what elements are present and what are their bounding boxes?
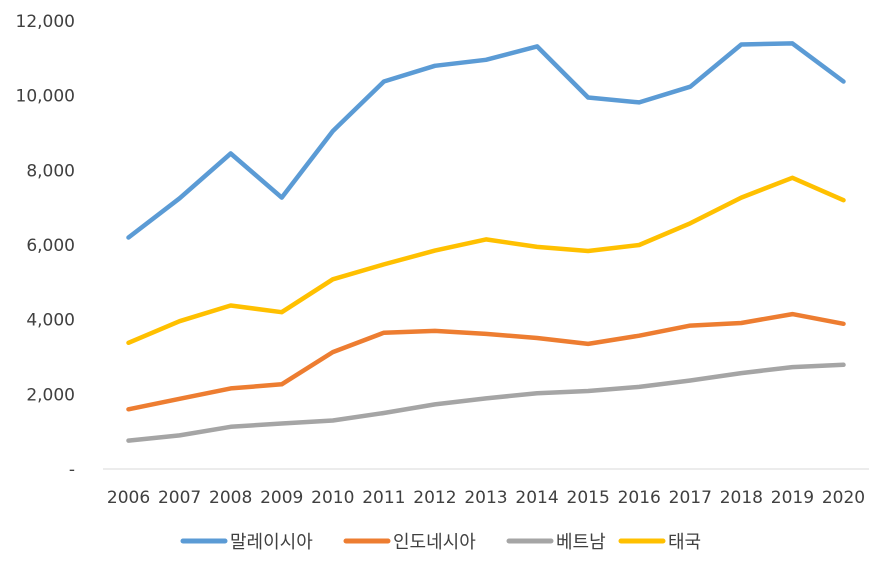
y-axis: - 2,000 4,000 6,000 8,000 10,000 12,000 (16, 12, 75, 480)
series-line-2 (126, 311, 846, 412)
x-tick-label: 2017 (669, 488, 712, 508)
x-tick-label: 2019 (771, 488, 814, 508)
series-line-1 (126, 41, 846, 240)
y-tick-label: 8,000 (26, 161, 75, 181)
x-tick-label: 2006 (107, 488, 150, 508)
legend-label: 말레이시아 (230, 532, 313, 553)
y-tick-label: 6,000 (26, 236, 75, 256)
x-tick-label: 2014 (515, 488, 558, 508)
x-tick-label: 2010 (311, 488, 354, 508)
series-line-3 (126, 362, 846, 443)
x-tick-label: 2016 (618, 488, 661, 508)
legend: 말레이시아 인도네시아 베트남 태국 (180, 532, 701, 553)
x-tick-label: 2018 (720, 488, 763, 508)
series-lines (126, 41, 846, 443)
legend-label: 인도네시아 (393, 532, 476, 553)
x-tick-label: 2012 (413, 488, 456, 508)
x-tick-label: 2009 (260, 488, 303, 508)
x-tick-label: 2011 (362, 488, 405, 508)
x-tick-label: 2020 (822, 488, 865, 508)
legend-label: 베트남 (556, 532, 606, 553)
y-tick-label: 4,000 (26, 311, 75, 331)
x-tick-label: 2007 (158, 488, 201, 508)
x-tick-label: 2013 (464, 488, 507, 508)
legend-label: 태국 (668, 532, 701, 553)
y-tick-label: 2,000 (26, 385, 75, 405)
series-line-4 (126, 175, 846, 346)
x-tick-label: 2008 (209, 488, 252, 508)
x-axis: 2006 2007 2008 2009 2010 2011 2012 2013 2014 2015… (107, 488, 865, 508)
y-tick-label: - (69, 460, 75, 480)
x-tick-label: 2015 (567, 488, 610, 508)
y-tick-label: 12,000 (16, 12, 75, 32)
y-tick-label: 10,000 (16, 87, 75, 107)
